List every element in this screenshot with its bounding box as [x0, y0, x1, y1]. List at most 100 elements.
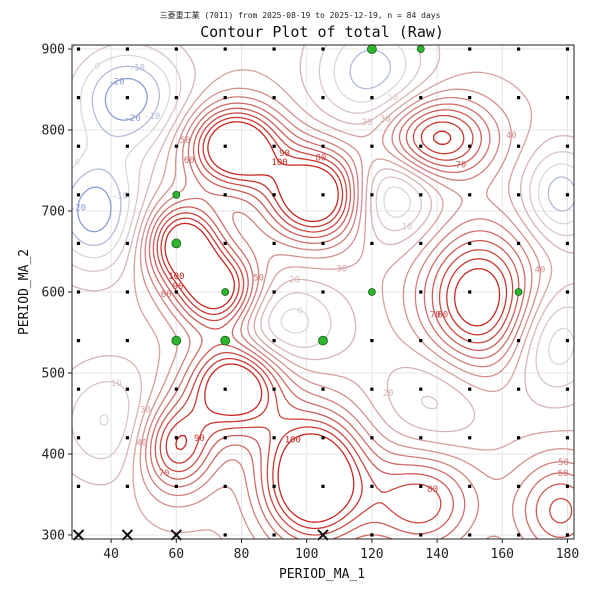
sample-point [370, 484, 374, 488]
y-tick-label: 300 [42, 528, 65, 543]
y-tick-label: 800 [42, 124, 65, 139]
sample-point [223, 144, 227, 148]
sample-point [76, 144, 81, 148]
x-axis-label: PERIOD_MA_1 [279, 567, 365, 582]
sample-point [174, 484, 178, 488]
best-point [221, 288, 230, 296]
sample-point [468, 290, 472, 294]
sample-point [174, 144, 178, 148]
sample-point [565, 484, 570, 488]
contour-label: -10 [144, 112, 160, 122]
contour-label: 60 [184, 156, 195, 166]
contour-level--10 [72, 49, 574, 247]
chart-title: Contour Plot of total (Raw) [200, 23, 444, 41]
worst-point [72, 529, 85, 541]
sample-point [321, 436, 325, 440]
contour-label: 0 [95, 62, 100, 72]
best-point [367, 288, 376, 296]
sample-point [174, 47, 178, 51]
sample-point [125, 241, 130, 246]
sample-point [174, 436, 178, 440]
sample-point [272, 241, 276, 246]
sample-point [125, 47, 130, 51]
best-point [220, 335, 231, 346]
best-point [171, 335, 182, 346]
sample-point [468, 533, 472, 537]
chart-subtitle: 三菱重工業 (7011) from 2025-08-19 to 2025-12-… [160, 10, 441, 20]
best-point [514, 288, 523, 296]
sample-point [223, 387, 227, 391]
contour-level-0 [72, 45, 574, 426]
contour-label: 90 [194, 434, 205, 444]
contour-label: 80 [315, 153, 326, 163]
best-point [172, 190, 181, 199]
contour-level-30 [132, 69, 574, 539]
sample-point [76, 241, 81, 246]
sample-point [76, 47, 81, 51]
sample-point [468, 436, 472, 440]
x-tick-label: 40 [103, 547, 119, 562]
sample-point [223, 96, 227, 100]
contour-label: 50 [558, 458, 569, 468]
contour-label: 90 [173, 282, 184, 292]
sample-point [565, 241, 570, 246]
y-tick-label: 700 [42, 205, 65, 220]
sample-point [565, 338, 570, 343]
sample-point [321, 484, 325, 488]
x-tick-label: 180 [556, 547, 579, 562]
x-tick-label: 100 [295, 547, 318, 562]
worst-point [121, 529, 134, 541]
sample-point [565, 387, 570, 391]
sample-point [419, 144, 423, 148]
sample-point [125, 436, 130, 440]
contour-label: 70 [159, 469, 170, 479]
x-axis-ticks: 40 60 80 100 120 140 160 180 [103, 539, 579, 562]
y-axis-ticks: 300 400 500 600 700 800 900 [42, 43, 72, 543]
sample-point [468, 96, 472, 100]
y-tick-label: 600 [42, 286, 65, 301]
contour-label: 80 [427, 485, 438, 495]
x-tick-label: 60 [168, 547, 184, 562]
sample-point [565, 436, 570, 440]
sample-point [516, 47, 521, 51]
contour-label: 60 [161, 290, 172, 300]
sample-point [565, 96, 570, 100]
sample-point [125, 338, 130, 343]
sample-point [516, 436, 521, 440]
sample-point [76, 193, 81, 197]
contour-level-10 [72, 45, 574, 460]
sample-point [76, 290, 81, 294]
contour-label: -20 [108, 77, 124, 87]
contour-label: 40 [506, 131, 517, 141]
sample-point [370, 241, 374, 246]
contour-label: 20 [289, 276, 300, 286]
sample-point [272, 96, 276, 100]
sample-point [125, 144, 130, 148]
sample-point [468, 241, 472, 246]
y-tick-label: 900 [42, 43, 65, 58]
sample-point [370, 436, 374, 440]
sample-point [125, 387, 130, 391]
sample-point [223, 193, 227, 197]
sample-point [272, 338, 276, 343]
sample-point [419, 241, 423, 246]
worst-points [72, 529, 329, 541]
contour-label: 10 [111, 379, 122, 389]
contour-lines [72, 45, 574, 539]
contour-level-70 [152, 107, 574, 539]
contour-level-80 [156, 112, 573, 536]
contour-level-100 [164, 121, 501, 523]
contour-label: 50 [253, 274, 264, 284]
sample-point [125, 193, 130, 197]
best-point [416, 45, 425, 53]
contour-label: 100 [271, 158, 287, 168]
sample-point [223, 484, 227, 488]
contour-label: 40 [136, 438, 147, 448]
contour-label: 100 [168, 272, 184, 282]
sample-point [321, 241, 325, 246]
sample-point [321, 144, 325, 148]
sample-point [516, 96, 521, 100]
sample-point [223, 533, 227, 537]
sample-point [76, 484, 81, 488]
y-tick-label: 400 [42, 447, 65, 462]
